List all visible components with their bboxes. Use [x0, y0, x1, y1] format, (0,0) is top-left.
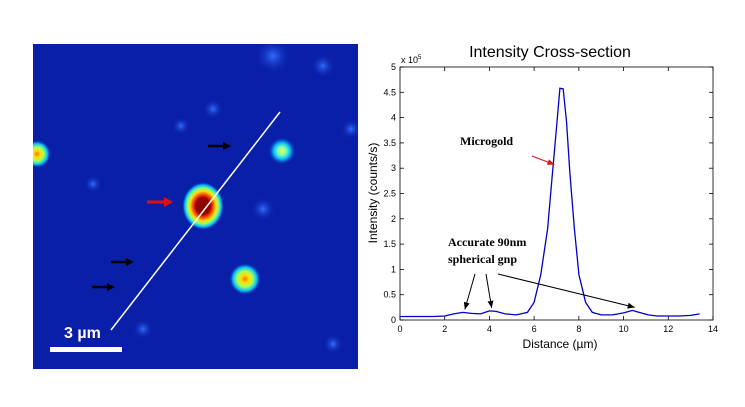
x-axis-label: Distance (µm)	[523, 337, 598, 351]
gnp-particle	[33, 140, 51, 168]
faint-particle	[255, 44, 291, 74]
intensity-chart: Intensity Cross-section 0 0.5 1 1.5 2 2.5 3 3.5…	[366, 44, 718, 351]
cross-section-line	[110, 111, 281, 331]
microgold-arrow	[531, 155, 555, 166]
microgold-arrow	[531, 155, 555, 166]
black-arrow	[208, 142, 231, 150]
y-multiplier: x 105	[401, 55, 422, 65]
black-arrow	[92, 283, 115, 291]
y-tick-label: 0.5	[383, 290, 396, 300]
gnp-arrow	[463, 273, 476, 310]
faint-particle	[203, 99, 223, 119]
y-tick-label: 3.5	[383, 138, 396, 148]
faint-particle	[133, 319, 153, 339]
y-tick-label: 2	[391, 214, 396, 224]
x-tick-label: 4	[487, 324, 492, 334]
y-tick-label: 0	[391, 315, 396, 325]
y-axis: 0 0.5 1 1.5 2 2.5 3 3.5 4 4.5 5	[383, 62, 713, 325]
gnp-arrows	[463, 273, 635, 310]
y-axis-label: Intensity (counts/s)	[366, 143, 380, 244]
faint-particle	[84, 175, 102, 193]
y-tick-label: 2.5	[383, 189, 396, 199]
annotation-gnp-line2: spherical gnp	[448, 252, 517, 266]
gnp-arrow	[497, 273, 635, 309]
scale-bar	[50, 347, 122, 352]
chart-title: Intensity Cross-section	[469, 44, 631, 61]
gnp-particle	[229, 263, 261, 295]
faint-particle	[341, 119, 358, 139]
x-tick-label: 12	[663, 324, 673, 334]
black-arrow	[111, 258, 134, 266]
faint-particle	[172, 117, 190, 135]
annotation-gnp-line1: Accurate 90nm	[448, 235, 526, 249]
fluorescence-micrograph: 3 µm	[33, 44, 358, 369]
y-tick-label: 4	[391, 113, 396, 123]
y-tick-label: 3	[391, 163, 396, 173]
annotation-microgold: Microgold	[460, 134, 513, 148]
y-tick-label: 5	[391, 62, 396, 72]
y-tick-label: 1	[391, 264, 396, 274]
microgold-particle	[182, 182, 224, 230]
faint-particle	[311, 54, 335, 78]
x-tick-label: 8	[576, 324, 581, 334]
red-arrow	[147, 197, 173, 207]
y-tick-label: 4.5	[383, 87, 396, 97]
y-tick-label: 1.5	[383, 239, 396, 249]
x-tick-label: 10	[619, 324, 629, 334]
gnp-arrow	[485, 273, 494, 308]
faint-particle	[251, 197, 275, 221]
x-tick-label: 2	[442, 324, 447, 334]
gnp-particle	[268, 137, 296, 165]
scale-bar-label: 3 µm	[64, 325, 101, 342]
x-tick-label: 14	[708, 324, 718, 334]
faint-particle	[323, 334, 343, 354]
intensity-series-line	[400, 87, 700, 318]
plot-frame	[399, 66, 714, 321]
x-tick-label: 0	[397, 324, 402, 334]
x-tick-label: 6	[532, 324, 537, 334]
x-axis: 0 2 4 6 8 10 12 14	[397, 67, 718, 334]
